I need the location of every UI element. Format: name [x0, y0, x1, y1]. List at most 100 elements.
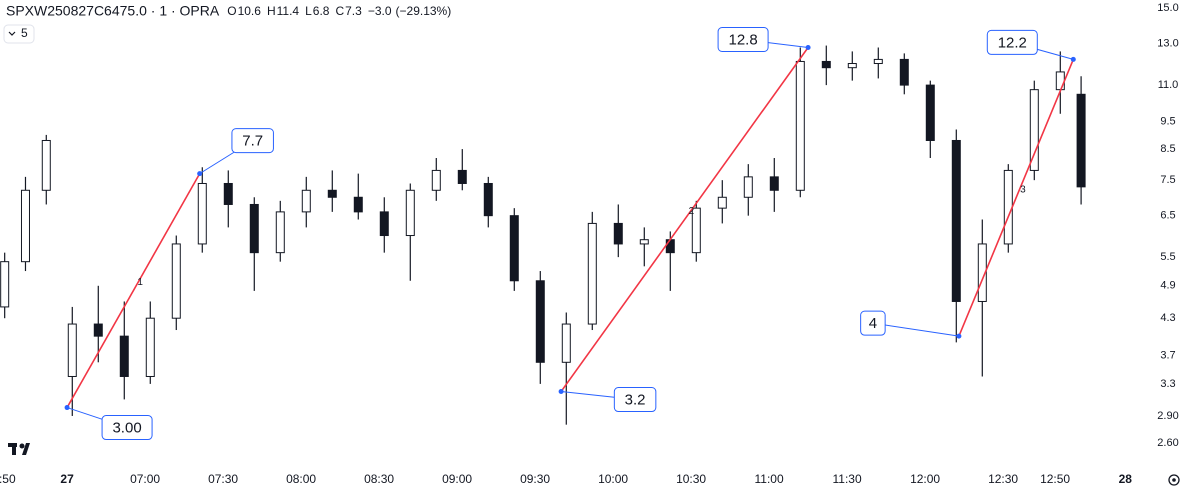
indicator-count: 5	[21, 26, 28, 40]
settings-icon[interactable]	[1168, 474, 1180, 486]
y-tick-label: 9.5	[1160, 115, 1175, 127]
candle-body	[821, 60, 831, 69]
x-tick-label: 09:30	[520, 472, 550, 486]
x-tick-label: 10:30	[676, 472, 706, 486]
trend-line	[560, 47, 809, 392]
candle-body	[847, 63, 857, 69]
x-tick-label: 27	[60, 472, 74, 486]
candle-body	[93, 323, 103, 337]
header-text: (−29.13%)	[396, 4, 452, 18]
candle-body	[145, 317, 155, 377]
y-tick-label: 4.9	[1160, 280, 1175, 292]
annotation-box	[613, 387, 657, 413]
y-tick-label: 7.5	[1160, 174, 1175, 186]
annotation-connector	[872, 322, 959, 337]
x-tick-label: 12:30	[988, 472, 1018, 486]
x-tick-label: 09:00	[442, 472, 472, 486]
annotation-box	[231, 128, 274, 154]
header-text: 6.8	[313, 4, 330, 18]
candle-body	[223, 182, 233, 205]
candle-body	[743, 176, 753, 198]
trend-label: 2	[689, 206, 695, 217]
x-tick-label: 10:00	[598, 472, 628, 486]
annotation-point	[956, 333, 962, 339]
annotation-point	[64, 405, 70, 411]
candle-body	[1003, 169, 1013, 245]
annotation-box	[860, 310, 886, 336]
trend-line	[66, 173, 201, 408]
annotation-label: 3.00	[112, 420, 141, 437]
candle-body	[613, 222, 623, 245]
y-tick-label: 15.0	[1157, 2, 1178, 14]
x-tick-label: 11:30	[833, 472, 862, 486]
header-text: 11.4	[277, 4, 300, 18]
x-tick-label: 12:50	[1040, 472, 1070, 486]
candle-body	[665, 239, 675, 254]
annotation-label: 3.2	[625, 391, 646, 408]
candle-body	[1029, 89, 1039, 171]
candle-body	[925, 84, 935, 141]
candle-body	[639, 239, 649, 245]
annotation-label: 12.2	[998, 34, 1027, 51]
header-text: L	[305, 4, 312, 18]
y-tick-label: 5.5	[1160, 251, 1175, 263]
candle-body	[561, 323, 571, 363]
y-tick-label: 3.3	[1160, 378, 1175, 390]
header: SPXW250827C6475.0 · 1 · OPRA O 10.6 H 11.4 L 6…	[6, 3, 451, 19]
x-tick-label: 12:00	[910, 472, 940, 486]
candle-body	[0, 261, 10, 308]
chevron	[8, 31, 16, 36]
tv-logo	[8, 443, 30, 455]
candle-body	[457, 169, 467, 184]
candle-body	[769, 176, 779, 191]
candle-body	[977, 243, 987, 302]
annotation-box	[717, 26, 769, 52]
candle-body	[587, 222, 597, 325]
header-text: 10.6	[238, 4, 262, 18]
candle-body	[379, 211, 389, 237]
candle-body	[1055, 71, 1065, 91]
candle-body	[405, 189, 415, 237]
candle-body	[197, 182, 207, 245]
candle-body	[431, 169, 441, 191]
annotation-point	[1070, 56, 1076, 62]
candle-body	[353, 196, 363, 213]
candle-body	[717, 196, 727, 209]
candle-body	[67, 323, 77, 377]
candle-body	[691, 207, 701, 254]
x-tick-label: :50	[0, 472, 16, 486]
y-tick-label: 6.5	[1160, 210, 1175, 222]
header-text: C	[335, 4, 344, 18]
indicator-toggle[interactable]	[3, 24, 35, 44]
candle-body	[509, 215, 519, 282]
candle-body	[899, 58, 909, 86]
annotation-point	[558, 389, 564, 395]
y-tick-label: 8.5	[1160, 143, 1175, 155]
x-tick-label: 08:30	[364, 472, 394, 486]
header-text: −3.0	[368, 4, 392, 18]
x-tick-label: 07:00	[130, 472, 160, 486]
candle-body	[171, 243, 181, 319]
candle-body	[795, 60, 805, 191]
annotation-box	[101, 415, 153, 441]
candle-body	[20, 189, 30, 263]
annotation-box	[986, 29, 1038, 55]
x-tick-label: 07:30	[208, 472, 238, 486]
y-tick-label: 13.0	[1157, 38, 1178, 50]
y-tick-label: 11.0	[1158, 79, 1179, 91]
candle-body	[535, 280, 545, 363]
y-tick-label: 3.7	[1160, 349, 1175, 361]
y-tick-label: 2.90	[1157, 410, 1178, 422]
candle-body	[41, 139, 51, 191]
candle-body	[301, 189, 311, 213]
annotation-label: 4	[869, 315, 877, 332]
x-tick-label: 28	[1119, 472, 1133, 486]
y-tick-label: 2.60	[1157, 437, 1178, 449]
annotation-point	[197, 171, 203, 177]
x-tick-label: 11:00	[755, 472, 784, 486]
trend-line	[958, 59, 1075, 337]
trend-label: 3	[1020, 184, 1026, 195]
y-tick-label: 4.3	[1160, 312, 1175, 324]
